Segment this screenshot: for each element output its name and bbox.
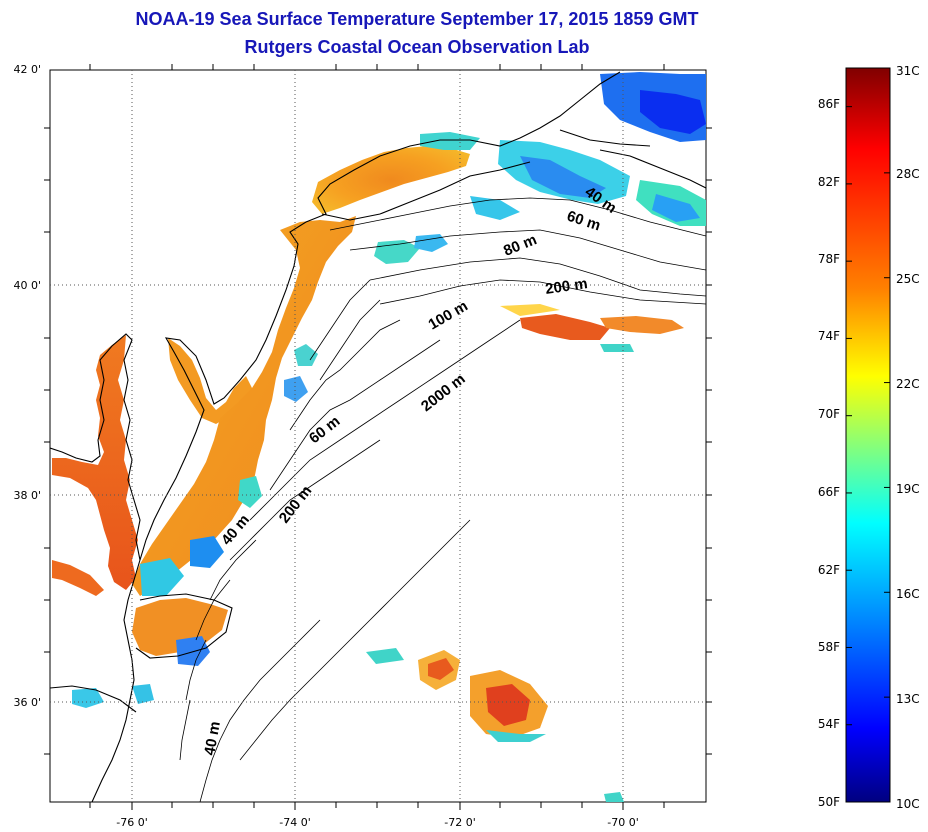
lat-label-38: 38 0' [13,489,41,502]
lon-label-70: -70 0' [607,816,639,829]
colorbar-label-f: 62F [818,563,840,577]
nj-shelf-sst [132,216,356,596]
depth-label: 200 m [544,275,588,298]
colorbar-label-f: 86F [818,97,840,111]
lon-label-76: -76 0' [116,816,148,829]
colorbar-label-c: 28C [896,167,920,181]
depth-label: 40 m [201,720,224,757]
colorbar-label-c: 16C [896,587,920,601]
colorbar-label-f: 74F [818,329,840,343]
frame-ticks [44,64,712,810]
new-england-cool-patches [374,72,706,264]
colorbar-ticks [846,67,890,803]
colorbar-label-c: 13C [896,692,920,706]
chart-subtitle: Rutgers Coastal Ocean Observation Lab [244,37,589,57]
colorbar-ramp [845,67,891,803]
shelf-cool-patches [72,344,318,708]
chesapeake-tributary-sst [52,560,104,596]
chart-title: NOAA-19 Sea Surface Temperature Septembe… [136,9,699,29]
colorbar-label-f: 50F [818,795,840,809]
colorbar-label-c: 10C [896,797,920,811]
lat-label-36: 36 0' [13,696,41,709]
colorbar-label-c: 31C [896,64,920,78]
lon-label-72: -72 0' [444,816,476,829]
lon-label-74: -74 0' [279,816,311,829]
map-panel: 42 0' 40 0' 38 0' 36 0' -76 0' -74 0' -7… [13,63,712,829]
colorbar-label-f: 70F [818,407,840,421]
colorbar-label-f: 82F [818,175,840,189]
long-island-sst [312,146,470,214]
graticule [50,70,706,802]
colorbar-label-c: 22C [896,377,920,391]
lat-label-40: 40 0' [13,279,41,292]
colorbar-label-f: 54F [818,717,840,731]
colorbar-label-f: 58F [818,640,840,654]
colorbar-label-f: 78F [818,252,840,266]
offshore-warm-eddies [366,304,684,802]
colorbar-label-f: 66F [818,485,840,499]
chesapeake-bay-sst [52,335,138,590]
coastline [50,71,706,802]
colorbar: 31C 28C 25C 22C 19C 16C 13C 10C 86F 82F … [818,64,920,811]
delaware-bay-sst [168,338,254,424]
colorbar-label-c: 25C [896,272,920,286]
bathymetry-isobaths [179,197,706,802]
lat-label-42: 42 0' [13,63,41,76]
colorbar-label-c: 19C [896,482,920,496]
